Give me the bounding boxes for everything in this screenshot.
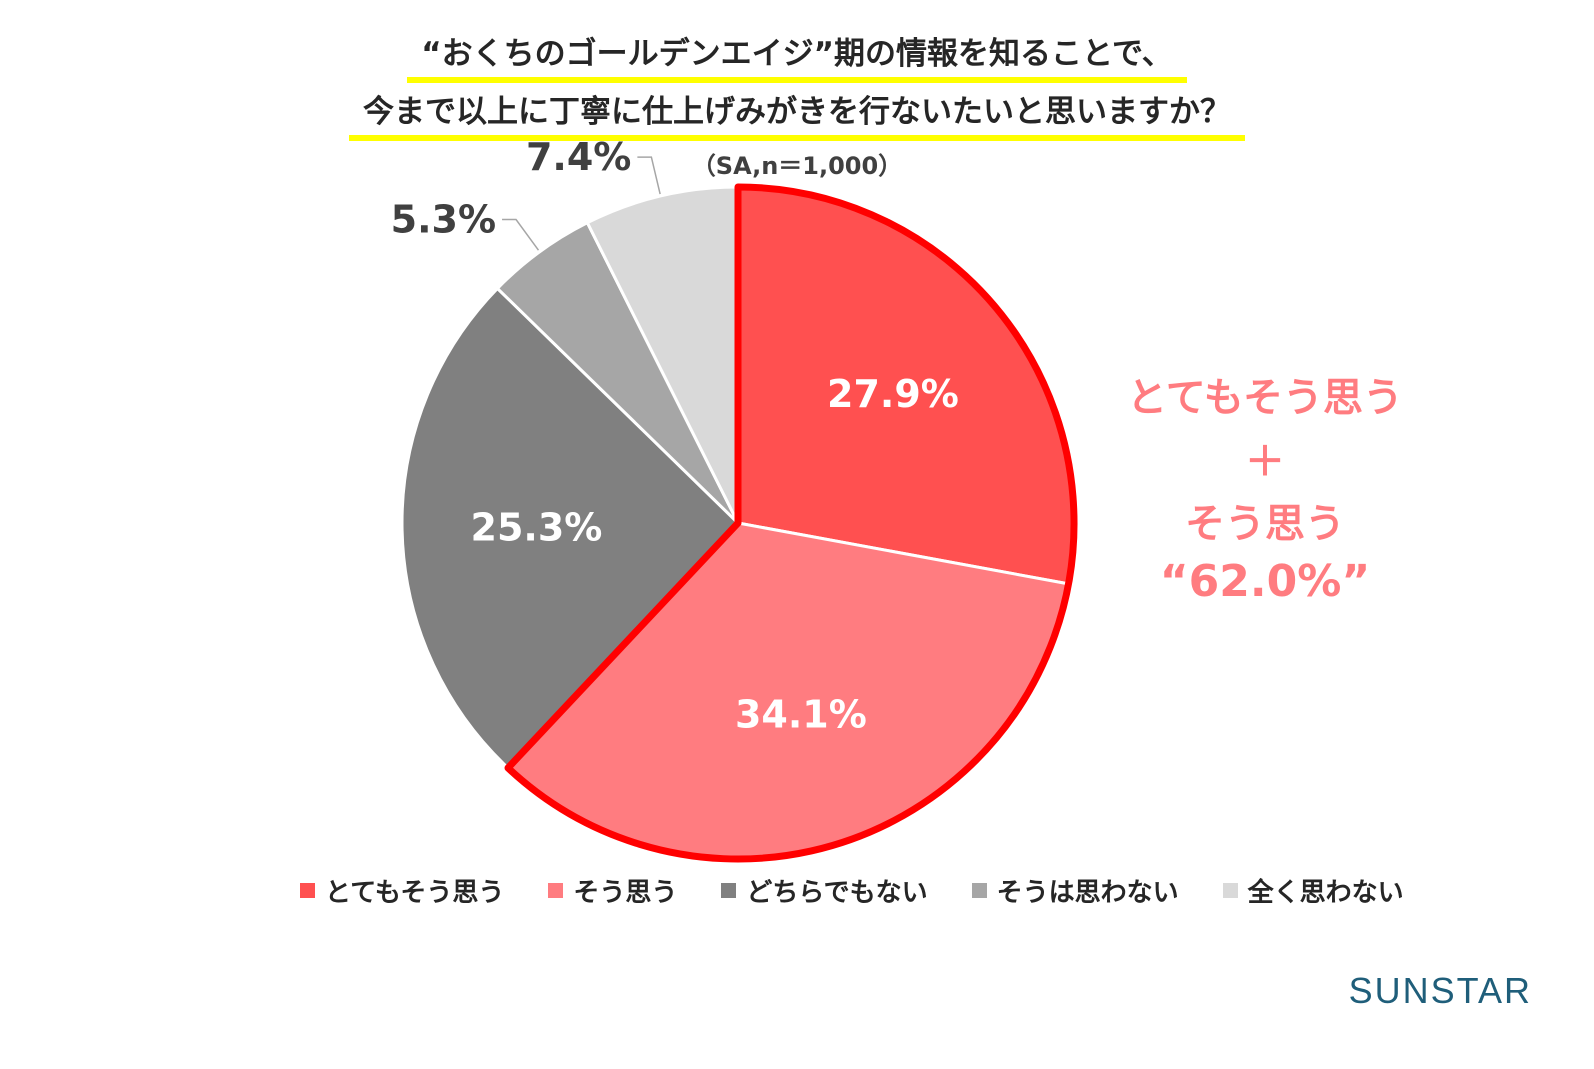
callout-line-4: “62.0%” <box>1159 556 1371 607</box>
highlight-outline <box>504 183 1078 863</box>
pie-slice-5 <box>585 185 740 524</box>
slice-label-1: 27.9% <box>827 372 959 416</box>
chart-title-line-1: “おくちのゴールデンエイジ”期の情報を知ることで、 <box>0 28 1594 83</box>
legend-item-1: とてもそう思う <box>300 872 504 909</box>
chart-title-text-2: 今まで以上に丁寧に仕上げみがきを行ないたいと思いますか？ <box>349 86 1245 141</box>
slice-label-4: 5.3% <box>391 198 496 242</box>
chart-legend: とてもそう思う そう思う どちらでもない そうは思わない 全く思わない <box>300 872 1404 909</box>
legend-label-5: 全く思わない <box>1247 878 1404 908</box>
chart-title-line-2: 今まで以上に丁寧に仕上げみがきを行ないたいと思いますか？ <box>0 86 1594 141</box>
legend-label-2: そう思う <box>573 878 678 908</box>
chart-subtitle: （SA,n＝1,000） <box>691 152 903 180</box>
leader-line-5 <box>637 156 661 195</box>
slice-label-2: 34.1% <box>735 693 867 737</box>
legend-label-1: とてもそう思う <box>325 878 505 908</box>
pie-slice-3 <box>400 286 741 771</box>
legend-item-4: そうは思わない <box>971 872 1179 909</box>
slice-label-3: 25.3% <box>471 505 603 549</box>
legend-swatch-3 <box>721 883 737 898</box>
slice-label-5: 7.4% <box>526 135 631 179</box>
legend-item-3: どちらでもない <box>721 872 928 909</box>
legend-item-2: そう思う <box>548 872 677 909</box>
chart-title-text-1: “おくちのゴールデンエイジ”期の情報を知ることで、 <box>407 28 1187 83</box>
legend-item-5: 全く思わない <box>1222 872 1404 909</box>
legend-swatch-2 <box>548 883 564 898</box>
legend-label-3: どちらでもない <box>746 878 928 908</box>
legend-label-4: そうは思わない <box>996 878 1179 908</box>
callout-line-1: とてもそう思う <box>1127 375 1403 421</box>
callout-line-2: ＋ <box>1245 439 1285 485</box>
callout-line-3: そう思う <box>1185 501 1345 547</box>
legend-swatch-5 <box>1222 883 1238 898</box>
legend-swatch-1 <box>300 883 315 898</box>
sunstar-logo: SUNSTAR <box>1348 970 1532 1011</box>
leader-line-4 <box>502 218 540 251</box>
legend-swatch-4 <box>971 883 987 898</box>
